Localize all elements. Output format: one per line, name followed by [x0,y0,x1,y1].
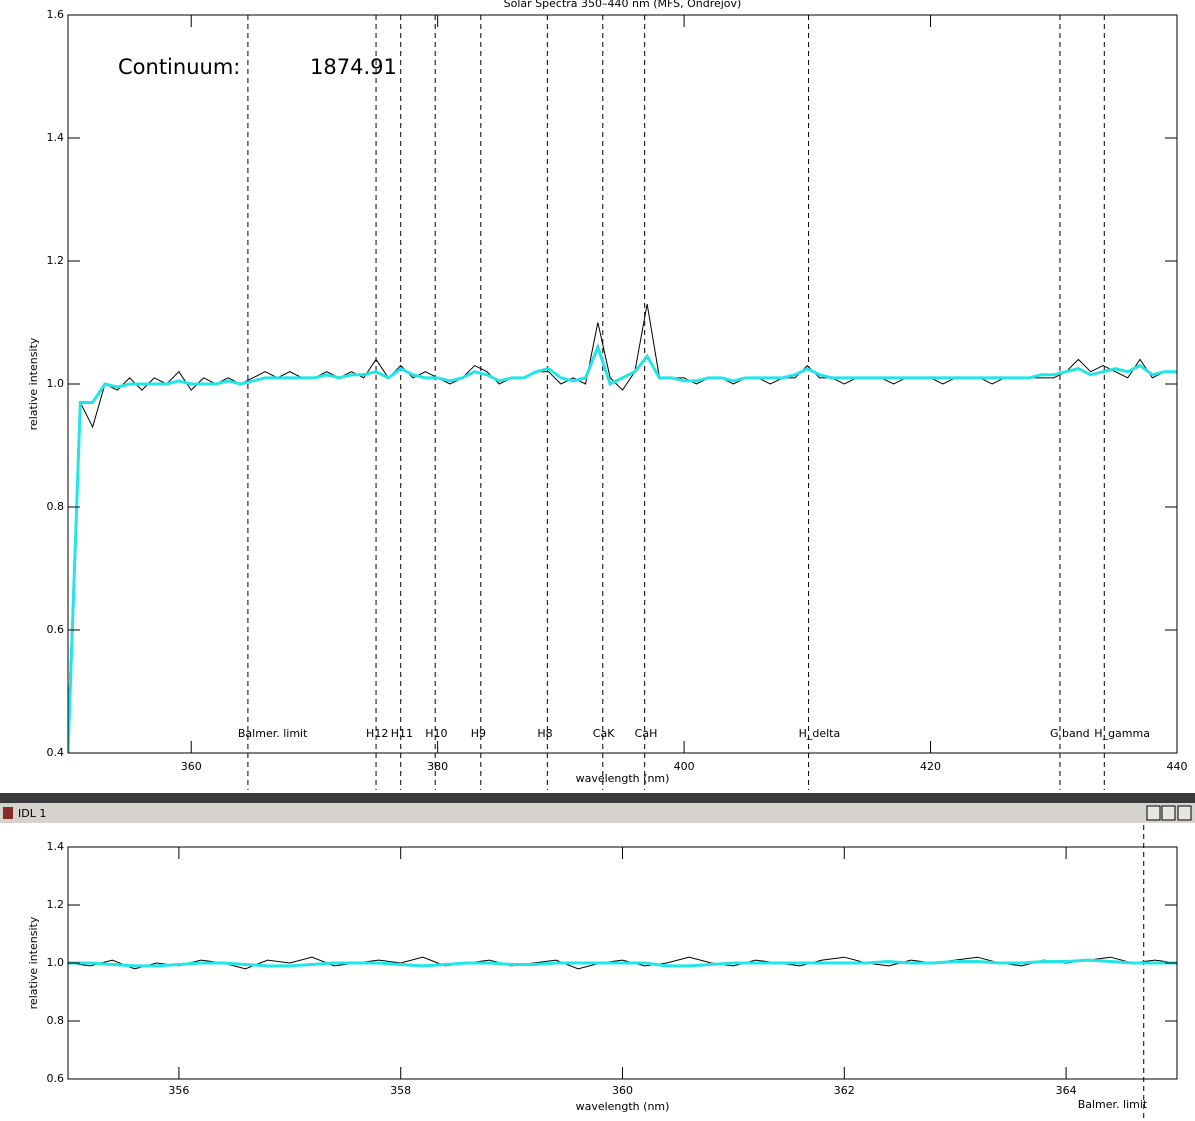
y-axis-label: relative intensity [27,916,40,1009]
y-tick-label: 1.4 [47,131,65,144]
x-tick-label: 440 [1167,760,1188,773]
series-line [68,958,1177,968]
x-tick-label: 356 [168,1084,189,1097]
taskbar-remnant [0,793,1195,803]
window-title: IDL 1 [18,807,46,820]
marker-label: CaK [593,727,615,740]
x-tick-label: 364 [1056,1084,1077,1097]
y-tick-label: 1.2 [47,254,65,267]
y-tick-label: 0.6 [47,623,65,636]
series-line [68,303,1177,723]
marker-label: Balmer. limit [238,727,308,740]
y-tick-label: 1.4 [47,840,65,853]
chart-title: Solar Spectra 350–440 nm (MFS, Ondrejov) [504,0,742,10]
x-tick-label: 400 [674,760,695,773]
marker-label: H_gamma [1094,727,1150,740]
window-icon [3,807,13,819]
x-tick-label: 360 [181,760,202,773]
marker-label: H10 [425,727,447,740]
x-axis-label: wavelength (nm) [576,772,670,785]
x-tick-label: 360 [612,1084,633,1097]
x-tick-label: 420 [920,760,941,773]
minimize-button[interactable] [1146,805,1161,821]
series-line [68,342,1177,753]
marker-label: H11 [391,727,413,740]
y-tick-label: 0.4 [47,746,65,759]
annotation-label: Continuum: [118,55,240,79]
y-axis-label: relative intensity [27,337,40,430]
y-tick-label: 1.0 [47,377,65,390]
y-tick-label: 1.2 [47,898,65,911]
maximize-button[interactable] [1161,805,1176,821]
marker-label: H8 [537,727,552,740]
marker-label: G band [1050,727,1090,740]
plots: Balmer. limit H12 H11 H10 H9 H8 CaK CaH H_delta G… [27,0,1188,1121]
marker-label: H_delta [799,727,841,740]
marker-label: Balmer. limit [1078,1098,1148,1111]
y-tick-label: 0.6 [47,1072,65,1085]
annotation-value: 1874.91 [310,55,397,79]
x-tick-label: 362 [834,1084,855,1097]
y-tick-label: 1.6 [47,8,65,21]
x-tick-label: 358 [390,1084,411,1097]
y-tick-label: 0.8 [47,500,65,513]
y-tick-label: 1.0 [47,956,65,969]
x-tick-label: 380 [427,760,448,773]
close-button[interactable] [1177,805,1192,821]
y-tick-label: 0.8 [47,1014,65,1027]
marker-label: H9 [471,727,486,740]
x-axis-label: wavelength (nm) [576,1100,670,1113]
marker-label: CaH [635,727,658,740]
marker-label: H12 [366,727,388,740]
window-titlebar [0,803,1195,823]
